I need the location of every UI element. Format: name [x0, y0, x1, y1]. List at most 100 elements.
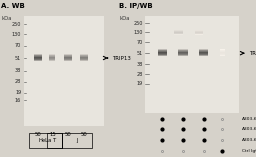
Bar	[24, 16, 104, 126]
Bar	[195, 31, 203, 32]
Bar	[220, 50, 225, 51]
Bar	[199, 49, 208, 50]
Bar	[174, 32, 183, 33]
Text: 19: 19	[136, 81, 143, 86]
Text: 130: 130	[133, 30, 143, 35]
Bar	[34, 56, 42, 57]
Bar	[49, 57, 55, 58]
Text: 28: 28	[15, 79, 21, 84]
Bar	[220, 56, 225, 57]
Bar	[49, 55, 55, 56]
Bar	[158, 53, 167, 54]
Bar	[199, 56, 208, 57]
Bar	[34, 55, 42, 56]
Bar	[178, 51, 188, 52]
Text: HeLa: HeLa	[39, 138, 52, 143]
Bar	[47, 133, 62, 148]
Bar	[34, 57, 42, 58]
Bar	[80, 59, 88, 60]
Bar	[65, 59, 72, 60]
Text: 51: 51	[15, 56, 21, 60]
Bar	[220, 51, 225, 52]
Bar	[49, 59, 55, 60]
Bar	[174, 30, 183, 31]
Bar	[80, 59, 88, 60]
Bar	[158, 53, 167, 54]
Text: 38: 38	[136, 62, 143, 67]
Text: 16: 16	[15, 98, 21, 103]
Bar	[178, 50, 188, 51]
Bar	[80, 58, 88, 59]
Bar	[220, 53, 225, 54]
Bar	[65, 57, 72, 58]
Text: 38: 38	[15, 68, 21, 73]
Bar	[158, 55, 167, 56]
Bar	[80, 55, 88, 56]
Bar	[158, 51, 167, 52]
Text: TRIP13: TRIP13	[249, 51, 256, 56]
Bar	[220, 54, 225, 55]
Bar	[49, 60, 55, 61]
Bar	[199, 53, 208, 54]
Text: 50: 50	[65, 132, 72, 137]
Bar	[65, 55, 72, 56]
Bar	[199, 51, 208, 52]
Bar	[195, 32, 203, 33]
Bar	[199, 55, 208, 56]
Bar	[49, 54, 55, 55]
Bar	[49, 59, 55, 60]
Bar	[195, 33, 203, 34]
Bar	[158, 51, 167, 52]
Bar	[199, 51, 208, 52]
Bar	[62, 133, 92, 148]
Text: kDa: kDa	[119, 16, 130, 21]
Bar	[34, 58, 42, 59]
Bar	[158, 50, 167, 51]
Text: TRIP13: TRIP13	[112, 56, 131, 60]
Bar	[178, 53, 188, 54]
Text: 70: 70	[136, 40, 143, 45]
Text: 250: 250	[12, 22, 21, 27]
Bar	[178, 54, 188, 55]
Bar	[158, 54, 167, 55]
Bar	[34, 60, 42, 61]
Bar	[220, 49, 225, 50]
Text: 28: 28	[136, 72, 143, 77]
Bar	[34, 59, 42, 60]
Text: 51: 51	[136, 51, 143, 56]
Bar	[220, 50, 225, 51]
Bar	[220, 55, 225, 56]
Bar	[195, 30, 203, 31]
Bar	[199, 54, 208, 55]
Bar	[174, 31, 183, 32]
Bar	[178, 56, 188, 57]
Bar	[158, 49, 167, 50]
Bar	[178, 51, 188, 52]
Bar	[34, 59, 42, 60]
Bar	[174, 34, 183, 35]
Bar	[65, 60, 72, 61]
Bar	[220, 53, 225, 54]
Bar	[220, 52, 225, 53]
Bar	[49, 58, 55, 59]
Bar	[80, 56, 88, 57]
Text: T: T	[52, 138, 56, 143]
Bar	[65, 58, 72, 59]
Bar	[178, 55, 188, 56]
Bar	[49, 56, 55, 57]
Text: J: J	[76, 138, 78, 143]
Bar	[65, 59, 72, 60]
Bar	[49, 56, 55, 57]
Bar	[65, 56, 72, 57]
Text: Ctrl IgG: Ctrl IgG	[242, 149, 256, 153]
Bar	[158, 52, 167, 53]
Text: B. IP/WB: B. IP/WB	[119, 3, 153, 9]
Text: 130: 130	[12, 32, 21, 37]
Bar	[178, 52, 188, 53]
Bar	[158, 50, 167, 51]
Bar	[199, 53, 208, 54]
Bar	[80, 60, 88, 61]
Bar	[34, 56, 42, 57]
Text: 250: 250	[133, 21, 143, 26]
Bar	[158, 56, 167, 57]
